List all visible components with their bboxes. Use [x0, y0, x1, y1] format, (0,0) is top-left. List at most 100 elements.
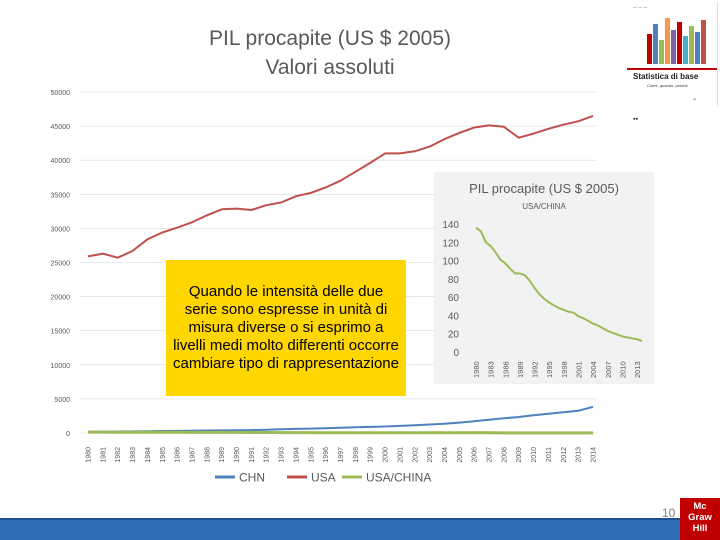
main-x-tick-label: 1988: [204, 447, 211, 463]
main-x-tick-label: 2010: [531, 447, 538, 463]
inset-x-tick-label: 1980: [472, 361, 481, 378]
main-x-tick-label: 1981: [100, 447, 107, 463]
main-x-tick-label: 2011: [546, 447, 553, 462]
inset-x-tick-label: 2007: [604, 361, 613, 378]
main-x-tick-label: 1989: [219, 447, 226, 463]
inset-x-tick-label: 2013: [633, 361, 642, 378]
main-x-tick-label: 1987: [189, 447, 196, 463]
book-publisher-mark: ▪▪▪: [693, 97, 697, 101]
inset-x-tick-label: 2004: [589, 361, 598, 378]
inset-x-tick-label: 2001: [575, 361, 584, 378]
main-x-tick-label: 2014: [591, 447, 598, 463]
inset-y-tick-label: 100: [442, 257, 459, 268]
main-x-tick-label: 1991: [249, 447, 256, 463]
main-chart-lines: [87, 114, 594, 435]
main-x-tick-label: 2000: [383, 447, 390, 463]
book-cover-art: [645, 14, 711, 64]
main-x-tick-label: 1994: [293, 447, 300, 463]
inset-x-tick-label: 1989: [516, 361, 525, 378]
book-cover-image: — — — Statistica di base Come, quando, p…: [627, 2, 718, 106]
legend-label: USA/CHINA: [366, 471, 431, 485]
inset-y-tick-label: 120: [442, 238, 459, 249]
inset-chart-y-ticks: 0 20 40 60 80 100 120 140: [442, 220, 459, 359]
page-number: 10: [662, 506, 676, 520]
main-x-tick-label: 1998: [353, 447, 360, 463]
legend-label: USA: [311, 471, 336, 485]
main-x-tick-label: 1997: [338, 447, 345, 463]
inset-y-tick-label: 80: [448, 275, 460, 286]
main-x-tick-label: 2001: [397, 447, 404, 463]
main-y-tick-label: 5000: [54, 397, 70, 404]
inset-x-tick-label: 1998: [560, 361, 569, 378]
main-y-tick-label: 0: [66, 431, 70, 438]
main-x-tick-label: 1999: [368, 447, 375, 463]
series-line-usa: [87, 114, 594, 259]
inset-chart-x-ticks: 1980 1983 1986 1989 1992 1995 1998 2001 2004 2007…: [472, 361, 642, 378]
book-title: Statistica di base: [633, 72, 699, 81]
slide-title-block: PIL procapite (US $ 2005) Valori assolut…: [150, 24, 510, 82]
main-x-tick-label: 1980: [86, 447, 93, 463]
inset-series-line: [475, 226, 643, 342]
main-x-tick-label: 2008: [501, 447, 508, 463]
main-x-tick-label: 2007: [487, 447, 494, 463]
main-x-tick-label: 1992: [264, 447, 271, 463]
book-subtitle: Come, quando, perché: [647, 83, 688, 88]
inset-y-tick-label: 0: [453, 348, 459, 359]
main-chart-y-ticks: 0 5000 10000 15000 20000 25000 30000 35000 40000…: [51, 90, 71, 438]
inset-y-tick-label: 140: [442, 220, 459, 231]
inset-chart-title: PIL procapite (US $ 2005): [469, 181, 619, 196]
legend-label: CHN: [239, 471, 265, 485]
main-x-tick-label: 2012: [561, 447, 568, 463]
main-x-tick-label: 1983: [130, 447, 137, 463]
inset-x-tick-label: 1983: [487, 361, 496, 378]
main-y-tick-label: 35000: [51, 192, 71, 199]
main-y-tick-label: 30000: [51, 226, 71, 233]
series-line-usa-china: [88, 430, 593, 435]
main-x-tick-label: 1986: [175, 447, 182, 463]
main-chart-legend: CHN USA USA/CHINA: [215, 471, 431, 485]
inset-chart-background: [434, 172, 654, 384]
callout-box: Quando le intensità delle due serie sono…: [166, 260, 406, 396]
book-author-text: — — —: [633, 4, 648, 9]
main-x-tick-label: 1982: [115, 447, 122, 463]
main-x-tick-label: 2005: [457, 447, 464, 463]
book-divider: [627, 68, 717, 70]
main-y-tick-label: 20000: [51, 295, 71, 302]
main-y-tick-label: 40000: [51, 158, 71, 165]
main-y-tick-label: 50000: [51, 90, 71, 97]
main-x-tick-label: 2006: [472, 447, 479, 463]
main-y-tick-label: 10000: [51, 363, 71, 370]
main-x-tick-label: 2003: [427, 447, 434, 463]
inset-x-tick-label: 2010: [618, 361, 627, 378]
main-x-tick-label: 1995: [308, 447, 315, 463]
inset-chart-subtitle: USA/CHINA: [522, 202, 566, 211]
main-x-tick-label: 2004: [442, 447, 449, 463]
callout-text: Quando le intensità delle due serie sono…: [173, 283, 399, 372]
main-x-tick-label: 1985: [160, 447, 167, 463]
main-y-tick-label: 25000: [51, 261, 71, 268]
inset-x-tick-label: 1995: [545, 361, 554, 378]
side-mark: ▪▪: [633, 116, 638, 123]
inset-y-tick-label: 60: [448, 293, 460, 304]
main-y-tick-label: 45000: [51, 124, 71, 131]
main-chart-x-ticks: 1980 1981 1982 1983 1984 1985 1986 1987 1988 1989…: [86, 447, 598, 463]
main-x-tick-label: 2013: [576, 447, 583, 463]
inset-chart: PIL procapite (US $ 2005) USA/CHINA 0 20 4…: [434, 172, 654, 384]
main-x-tick-label: 1984: [145, 447, 152, 463]
slide-subtitle: Valori assoluti: [265, 56, 395, 79]
main-x-tick-label: 1993: [279, 447, 286, 463]
main-x-tick-label: 1996: [323, 447, 330, 463]
footer-bar: [0, 518, 680, 540]
inset-x-tick-label: 1992: [531, 361, 540, 378]
inset-chart-line: [475, 226, 643, 342]
main-x-tick-label: 2009: [516, 447, 523, 463]
inset-x-tick-label: 1986: [501, 361, 510, 378]
slide-title: PIL procapite (US $ 2005): [208, 27, 452, 50]
main-y-tick-label: 15000: [51, 329, 71, 336]
mcgraw-hill-logo: Mc Graw Hill: [680, 498, 720, 540]
inset-y-tick-label: 40: [448, 311, 460, 322]
main-x-tick-label: 1990: [234, 447, 241, 463]
series-line-chn: [87, 405, 594, 433]
main-x-tick-label: 2002: [412, 447, 419, 463]
inset-y-tick-label: 20: [448, 330, 460, 341]
